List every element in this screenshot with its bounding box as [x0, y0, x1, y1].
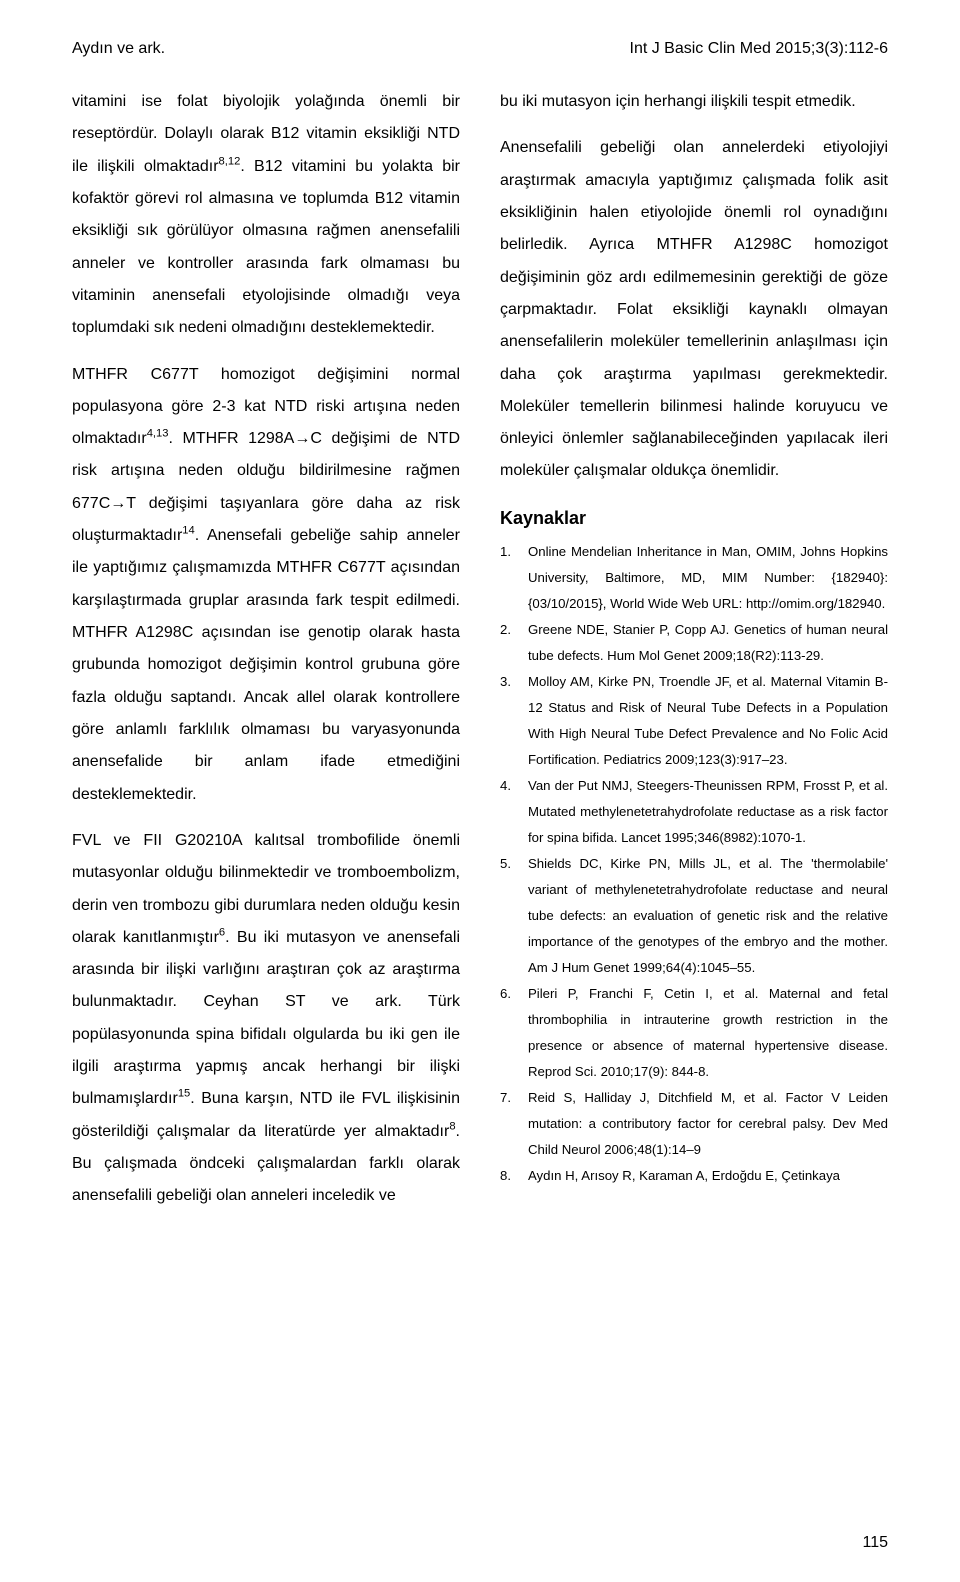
reference-text: Reid S, Halliday J, Ditchfield M, et al.…: [528, 1085, 888, 1163]
reference-text: Pileri P, Franchi F, Cetin I, et al. Mat…: [528, 981, 888, 1085]
running-header: Aydın ve ark. Int J Basic Clin Med 2015;…: [72, 40, 888, 58]
reference-number: 7.: [500, 1085, 528, 1163]
reference-number: 3.: [500, 669, 528, 773]
reference-number: 5.: [500, 851, 528, 981]
paragraph: Anensefalili gebeliği olan annelerdeki e…: [500, 132, 888, 487]
reference-number: 6.: [500, 981, 528, 1085]
left-column: vitamini ise folat biyolojik yolağında ö…: [72, 86, 460, 1213]
reference-number: 1.: [500, 539, 528, 617]
two-column-layout: vitamini ise folat biyolojik yolağında ö…: [72, 86, 888, 1213]
reference-text: Molloy AM, Kirke PN, Troendle JF, et al.…: [528, 669, 888, 773]
reference-item: 6. Pileri P, Franchi F, Cetin I, et al. …: [500, 981, 888, 1085]
reference-number: 8.: [500, 1163, 528, 1189]
reference-item: 2. Greene NDE, Stanier P, Copp AJ. Genet…: [500, 617, 888, 669]
paragraph: MTHFR C677T homozigot değişimini normal …: [72, 359, 460, 811]
reference-item: 1. Online Mendelian Inheritance in Man, …: [500, 539, 888, 617]
reference-text: Van der Put NMJ, Steegers-Theunissen RPM…: [528, 773, 888, 851]
reference-number: 4.: [500, 773, 528, 851]
right-column: bu iki mutasyon için herhangi ilişkili t…: [500, 86, 888, 1213]
reference-number: 2.: [500, 617, 528, 669]
header-journal: Int J Basic Clin Med 2015;3(3):112-6: [630, 40, 889, 58]
page-number: 115: [862, 1534, 888, 1552]
header-authors: Aydın ve ark.: [72, 40, 165, 58]
reference-item: 4. Van der Put NMJ, Steegers-Theunissen …: [500, 773, 888, 851]
reference-text: Online Mendelian Inheritance in Man, OMI…: [528, 539, 888, 617]
references-heading: Kaynaklar: [500, 508, 888, 529]
reference-text: Aydın H, Arısoy R, Karaman A, Erdoğdu E,…: [528, 1163, 888, 1189]
reference-text: Shields DC, Kirke PN, Mills JL, et al. T…: [528, 851, 888, 981]
reference-item: 5. Shields DC, Kirke PN, Mills JL, et al…: [500, 851, 888, 981]
paragraph: bu iki mutasyon için herhangi ilişkili t…: [500, 86, 888, 118]
references-list: 1. Online Mendelian Inheritance in Man, …: [500, 539, 888, 1189]
reference-text: Greene NDE, Stanier P, Copp AJ. Genetics…: [528, 617, 888, 669]
reference-item: 7. Reid S, Halliday J, Ditchfield M, et …: [500, 1085, 888, 1163]
reference-item: 3. Molloy AM, Kirke PN, Troendle JF, et …: [500, 669, 888, 773]
paragraph: FVL ve FII G20210A kalıtsal trombofilide…: [72, 825, 460, 1213]
reference-item: 8. Aydın H, Arısoy R, Karaman A, Erdoğdu…: [500, 1163, 888, 1189]
paragraph: vitamini ise folat biyolojik yolağında ö…: [72, 86, 460, 345]
